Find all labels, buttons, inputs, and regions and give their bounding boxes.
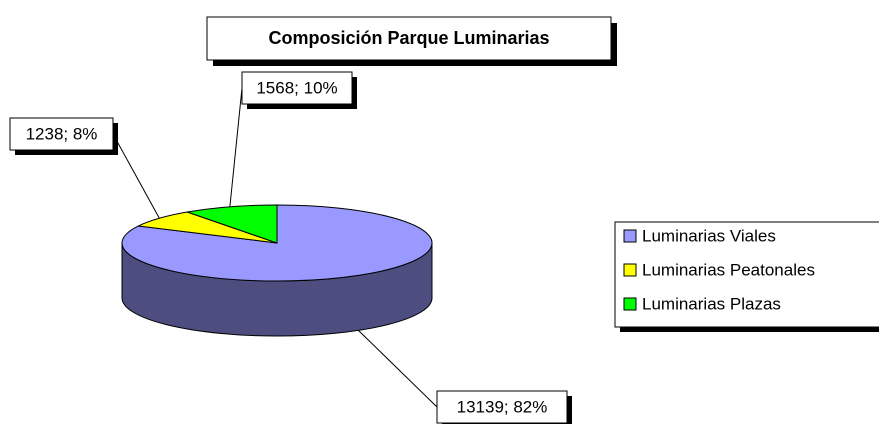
legend-swatch [623,229,637,243]
legend-swatch [623,297,637,311]
leader-line [229,87,243,207]
legend-label: Luminarias Viales [642,226,776,245]
slice [121,204,433,282]
chart-title: Composición Parque Luminarias [268,28,549,48]
leader-line [112,133,160,219]
legend-label: Luminarias Plazas [642,294,781,313]
legend-box [614,221,879,328]
label-box [436,390,568,424]
leader-line [358,329,438,408]
legend-label: Luminarias Peatonales [642,260,815,279]
slice [187,204,278,244]
data-label: 1568; 10% [256,78,337,97]
data-label: 1238; 8% [26,124,98,143]
legend-swatch [623,263,637,277]
label-box [9,117,114,151]
label-box [241,71,353,105]
data-label: 13139; 82% [457,397,548,416]
title-box [206,16,612,61]
